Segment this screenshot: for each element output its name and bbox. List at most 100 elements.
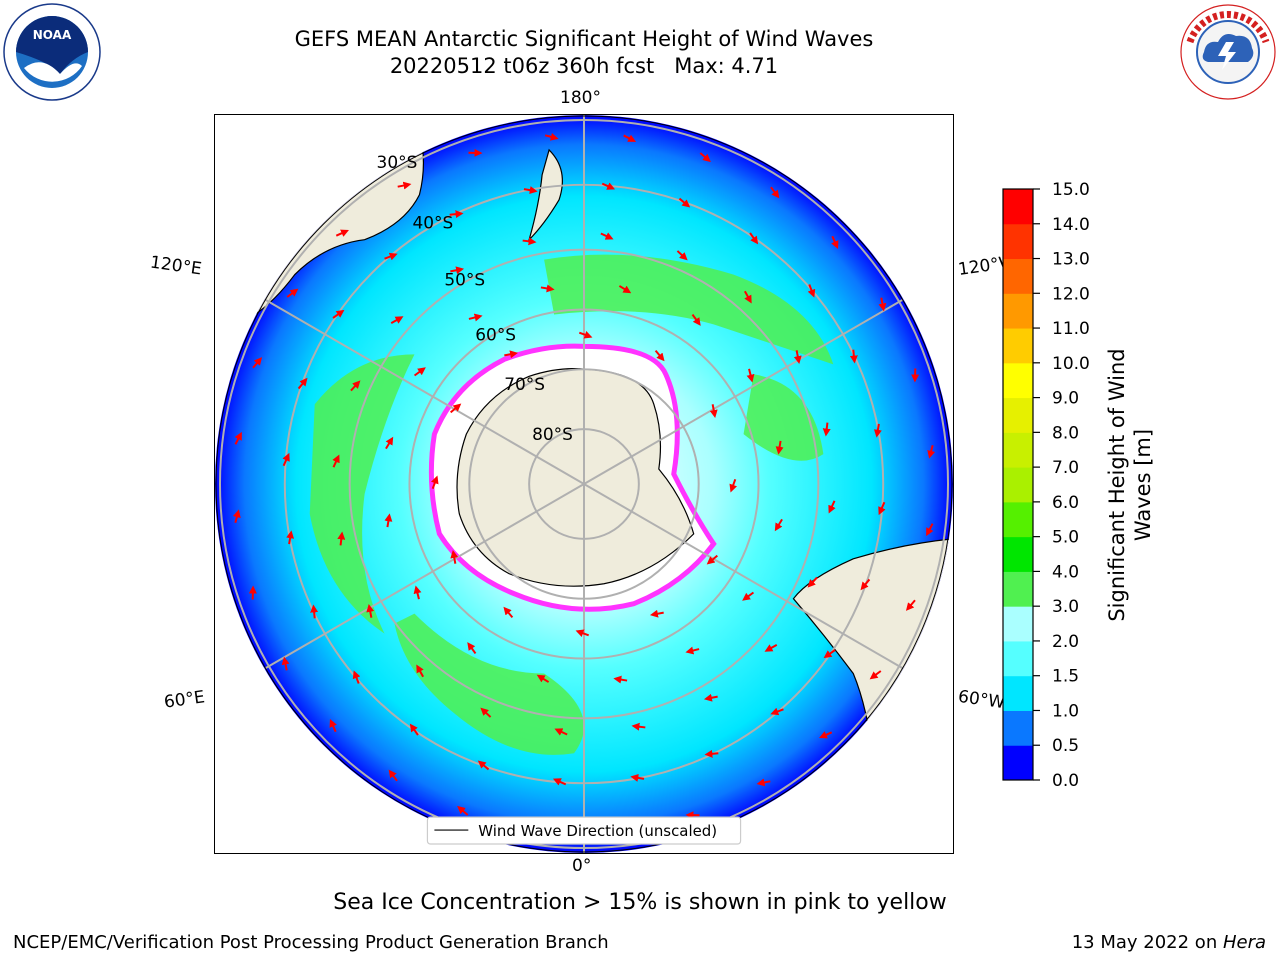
wave-direction-arrow xyxy=(366,603,375,618)
footer-host: Hera xyxy=(1222,932,1266,953)
wave-direction-arrow xyxy=(310,604,319,619)
wave-direction-arrow xyxy=(703,693,718,702)
wave-direction-arrow xyxy=(756,778,771,787)
colorbar-tick-label: 10.0 xyxy=(1052,354,1090,374)
colorbar-tick-label: 12.0 xyxy=(1052,284,1090,304)
wave-direction-arrow xyxy=(601,182,616,190)
wave-band-southwest xyxy=(394,613,584,755)
colorbar-block xyxy=(1003,223,1033,260)
wave-direction-arrow xyxy=(397,181,412,190)
map-frame: 30°S 40°S 50°S 60°S 70°S 80°S Wind Wave … xyxy=(214,114,954,854)
colorbar-tick-label: 13.0 xyxy=(1052,250,1090,270)
lat-label-70s: 70°S xyxy=(504,374,545,394)
wave-direction-arrow xyxy=(831,235,839,249)
sea-ice-note: Sea Ice Concentration > 15% is shown in … xyxy=(333,890,947,915)
wave-direction-arrow xyxy=(849,349,858,364)
colorbar-block xyxy=(1003,501,1033,538)
wave-direction-arrow xyxy=(613,675,628,684)
wave-band-east xyxy=(743,374,824,461)
wave-direction-arrow xyxy=(873,423,882,438)
wave-direction-arrow xyxy=(793,350,802,365)
wave-direction-arrow xyxy=(450,403,462,414)
wave-direction-arrow xyxy=(467,642,477,655)
lon-label-120e: 120°E xyxy=(148,252,203,280)
wave-direction-arrow xyxy=(477,760,490,771)
wave-direction-arrow xyxy=(504,350,519,359)
lat-label-60s: 60°S xyxy=(475,324,516,344)
wave-direction-arrow xyxy=(926,523,934,537)
wave-direction-arrow xyxy=(819,731,833,739)
footer-credit: NCEP/EMC/Verification Post Processing Pr… xyxy=(13,932,609,953)
wave-direction-arrow xyxy=(630,773,645,782)
wave-direction-arrow xyxy=(337,531,346,546)
wave-direction-arrow xyxy=(676,250,688,261)
new-zealand-landmass xyxy=(527,148,563,242)
colorbar-block xyxy=(1003,293,1033,329)
wave-direction-arrow xyxy=(774,518,783,532)
chart-title: GEFS MEAN Antarctic Significant Height o… xyxy=(294,27,874,51)
wave-direction-arrow xyxy=(729,478,738,493)
wave-direction-arrow xyxy=(232,509,241,524)
wave-direction-arrow xyxy=(282,452,290,467)
colorbar-block xyxy=(1003,640,1033,677)
colorbar-tick-label: 1.5 xyxy=(1052,667,1079,687)
wave-direction-arrow xyxy=(764,643,778,652)
wave-direction-arrow xyxy=(678,197,691,208)
graticule xyxy=(218,115,950,853)
wave-direction-arrow xyxy=(544,132,559,141)
lon-label-0: 0° xyxy=(572,856,592,876)
colorbar-tick-label: 1.0 xyxy=(1052,701,1079,721)
wave-direction-arrow xyxy=(286,288,299,298)
wave-direction-arrow xyxy=(709,404,718,419)
wave-direction-arrow xyxy=(743,290,752,304)
wave-direction-arrow xyxy=(807,284,816,298)
wave-direction-arrow xyxy=(878,297,887,312)
wave-direction-arrow xyxy=(416,664,425,678)
wave-direction-arrow xyxy=(927,444,936,459)
colorbar-tick-label: 9.0 xyxy=(1052,389,1079,409)
wave-direction-arrow xyxy=(878,501,886,516)
wave-direction-arrow xyxy=(704,749,719,758)
wave-direction-arrow xyxy=(775,440,784,455)
lat-label-40s: 40°S xyxy=(412,213,453,233)
wave-direction-arrow xyxy=(385,436,394,450)
footer-date: 13 May 2022 on Hera xyxy=(1072,932,1266,953)
colorbar-tick-label: 6.0 xyxy=(1052,493,1079,513)
colorbar: 0.0 0.5 1.0 1.5 2.0 3.0 4.0 5.0 6.0 7.0 8.0 9.0 10.0… xyxy=(1002,180,1090,791)
wave-direction-arrow xyxy=(332,454,340,468)
wave-direction-arrow xyxy=(623,134,637,142)
wave-direction-arrow xyxy=(770,186,780,199)
colorbar-tick-label: 0.0 xyxy=(1052,771,1079,791)
colorbar-tick-label: 4.0 xyxy=(1052,562,1079,582)
wave-direction-arrow xyxy=(329,719,337,733)
wave-direction-arrow xyxy=(699,152,711,163)
wave-direction-arrow xyxy=(749,232,759,245)
wave-direction-arrow xyxy=(649,609,664,618)
wave-direction-arrow xyxy=(869,670,882,680)
wave-direction-arrow xyxy=(742,591,755,601)
polar-map: 30°S 40°S 50°S 60°S 70°S 80°S Wind Wave … xyxy=(215,115,953,853)
colorbar-block xyxy=(1003,362,1033,399)
wave-direction-arrow xyxy=(575,629,590,638)
wave-direction-arrow xyxy=(578,330,593,339)
wave-direction-arrow xyxy=(554,728,568,736)
wave-direction-arrow xyxy=(450,266,465,275)
colorbar-tick-label: 14.0 xyxy=(1052,215,1090,235)
wave-direction-arrow xyxy=(691,313,701,326)
lon-label-60e: 60°E xyxy=(162,687,207,713)
map-legend: Wind Wave Direction (unscaled) xyxy=(426,816,742,845)
wave-direction-arrow xyxy=(654,350,665,362)
colorbar-block xyxy=(1003,397,1033,433)
colorbar-tick-label: 0.5 xyxy=(1052,736,1079,756)
wave-direction-arrow xyxy=(746,368,755,383)
colorbar-block xyxy=(1003,432,1033,468)
colorbar-tick-label: 3.0 xyxy=(1052,597,1079,617)
colorbar-block xyxy=(1003,189,1033,225)
wave-direction-arrow xyxy=(618,285,632,294)
wave-direction-arrow xyxy=(332,309,345,319)
wave-direction-arrow xyxy=(409,723,419,736)
legend-label: Wind Wave Direction (unscaled) xyxy=(478,822,717,840)
wave-direction-arrow xyxy=(335,229,349,237)
chart-subtitle: 20220512 t06z 360h fcst Max: 4.71 xyxy=(389,54,779,78)
wave-direction-arrow xyxy=(281,656,290,671)
